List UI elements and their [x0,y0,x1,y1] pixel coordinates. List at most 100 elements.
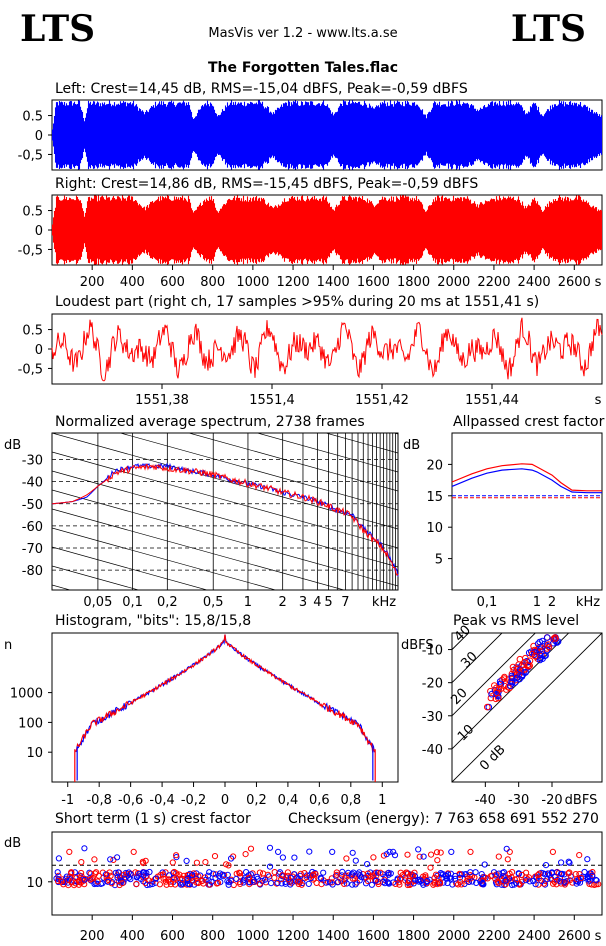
histogram-ytick-label: 10 [26,746,43,761]
short-term-point-right [404,870,411,877]
short-term-point-left [240,879,247,886]
histogram-series-right [75,634,375,753]
spectrum-ytick-label: -70 [22,542,43,557]
short-term-point-right [273,880,280,887]
short-term-point-left [297,872,304,880]
short-term-xtick-label: 2200 [477,929,510,944]
short-term-point-left [383,851,390,858]
loudest-ytick-label: 0 [35,343,43,358]
short-term-point-right [392,880,399,888]
short-term-point-right [495,880,502,887]
short-term-point-right [66,848,73,856]
short-term-xtick-label: 1400 [317,929,350,944]
short-term-point-left [452,875,459,882]
short-term-point-right [589,869,596,876]
right-xtick-label: 1000 [236,275,269,290]
loudest-xunit-label: s [595,393,602,408]
short-term-point-right [502,874,509,881]
short-term-point-right [504,856,511,863]
short-term-point-left [228,855,235,862]
short-term-point-right [247,845,255,852]
short-term-point-right [195,879,202,887]
loudest-title: Loudest part (right ch, 17 samples >95% … [55,294,540,310]
short-term-point-right [167,881,174,888]
short-term-xunit-label: s [595,929,602,944]
spectrum-ylabel: dB [4,438,21,453]
histogram-xtick-label: 0,8 [340,793,361,808]
spectrum-slope-line [52,489,398,587]
short-term-point-left [561,878,568,885]
crest-xtick-label: 1 [533,595,541,610]
short-term-point-right [404,881,411,889]
short-term-point-right [211,853,219,860]
histogram-xtick-label: 0 [221,793,229,808]
short-term-point-left [542,862,550,869]
short-term-point-left [241,876,248,883]
spectrum-ytick-label: -30 [22,454,43,469]
short-term-point-right [342,874,349,881]
short-term-point-left [465,878,472,886]
short-term-point-right [91,856,98,863]
peak-rms-xtick-label: -30 [508,793,529,808]
short-term-point-right [432,871,440,878]
short-term-point-left [349,881,356,888]
short-term-point-right [577,874,585,882]
short-term-point-left [206,869,213,876]
short-term-point-right [397,869,404,876]
short-term-point-left [287,874,294,881]
right-xtick-label: 1600 [357,275,390,290]
short-term-point-left [499,869,506,877]
short-term-point-right [502,881,509,888]
spectrum-xtick-label: 1 [244,595,252,610]
short-term-point-left [391,852,399,859]
left-ytick-label: 0.5 [22,110,43,125]
short-term-point-left [115,869,122,876]
short-term-point-right [68,879,75,886]
peak-rms-crest-line [452,633,536,717]
short-term-point-left [532,881,539,888]
short-term-point-left [553,869,561,876]
histogram-series-left [75,634,375,753]
right-ytick-label: -0,5 [18,243,43,258]
short-term-point-left [522,877,529,884]
short-term-point-left [479,880,486,887]
short-term-point-left [589,872,596,880]
peak-rms-crest-line [452,633,470,651]
short-term-point-right [534,871,542,879]
short-term-point-right [498,878,505,885]
short-term-point-right [130,848,137,856]
short-term-point-right [369,873,376,880]
peak-rms-ytick-label: -20 [422,677,443,692]
short-term-point-right [120,871,127,879]
peak-rms-point-left [507,682,514,690]
peak-rms-xtick-label: -20 [541,793,562,808]
peak-rms-point-right [508,670,516,678]
histogram-title: Histogram, "bits": 15,8/15,8 [55,613,252,629]
short-term-point-left [387,870,394,877]
short-term-xtick-label: 1000 [236,929,269,944]
short-term-point-right [427,864,434,871]
spectrum-slope-line [52,527,277,590]
short-term-point-left [179,880,186,887]
short-term-point-left [480,881,487,888]
short-term-point-left [125,874,133,881]
right-xtick-label: 600 [160,275,185,290]
short-term-point-left [107,856,114,863]
short-term-point-left [373,877,380,884]
peak-rms-point-left [534,640,542,648]
peak-rms-point-right [498,685,505,692]
loudest-ytick-label: -0,5 [18,362,43,377]
peak-rms-point-left [508,678,515,686]
short-term-point-left [127,876,134,883]
file-title: The Forgotten Tales.flac [207,60,399,76]
right-xtick-label: 2000 [437,275,470,290]
short-term-xtick-label: 200 [80,929,105,944]
right-xtick-label: 1800 [397,275,430,290]
short-term-point-right [87,876,94,883]
short-term-point-right [81,881,88,888]
short-term-point-left [266,863,274,870]
short-term-point-right [377,869,384,876]
short-term-point-right [370,854,377,861]
histogram-xtick-label: 0,4 [278,793,299,808]
